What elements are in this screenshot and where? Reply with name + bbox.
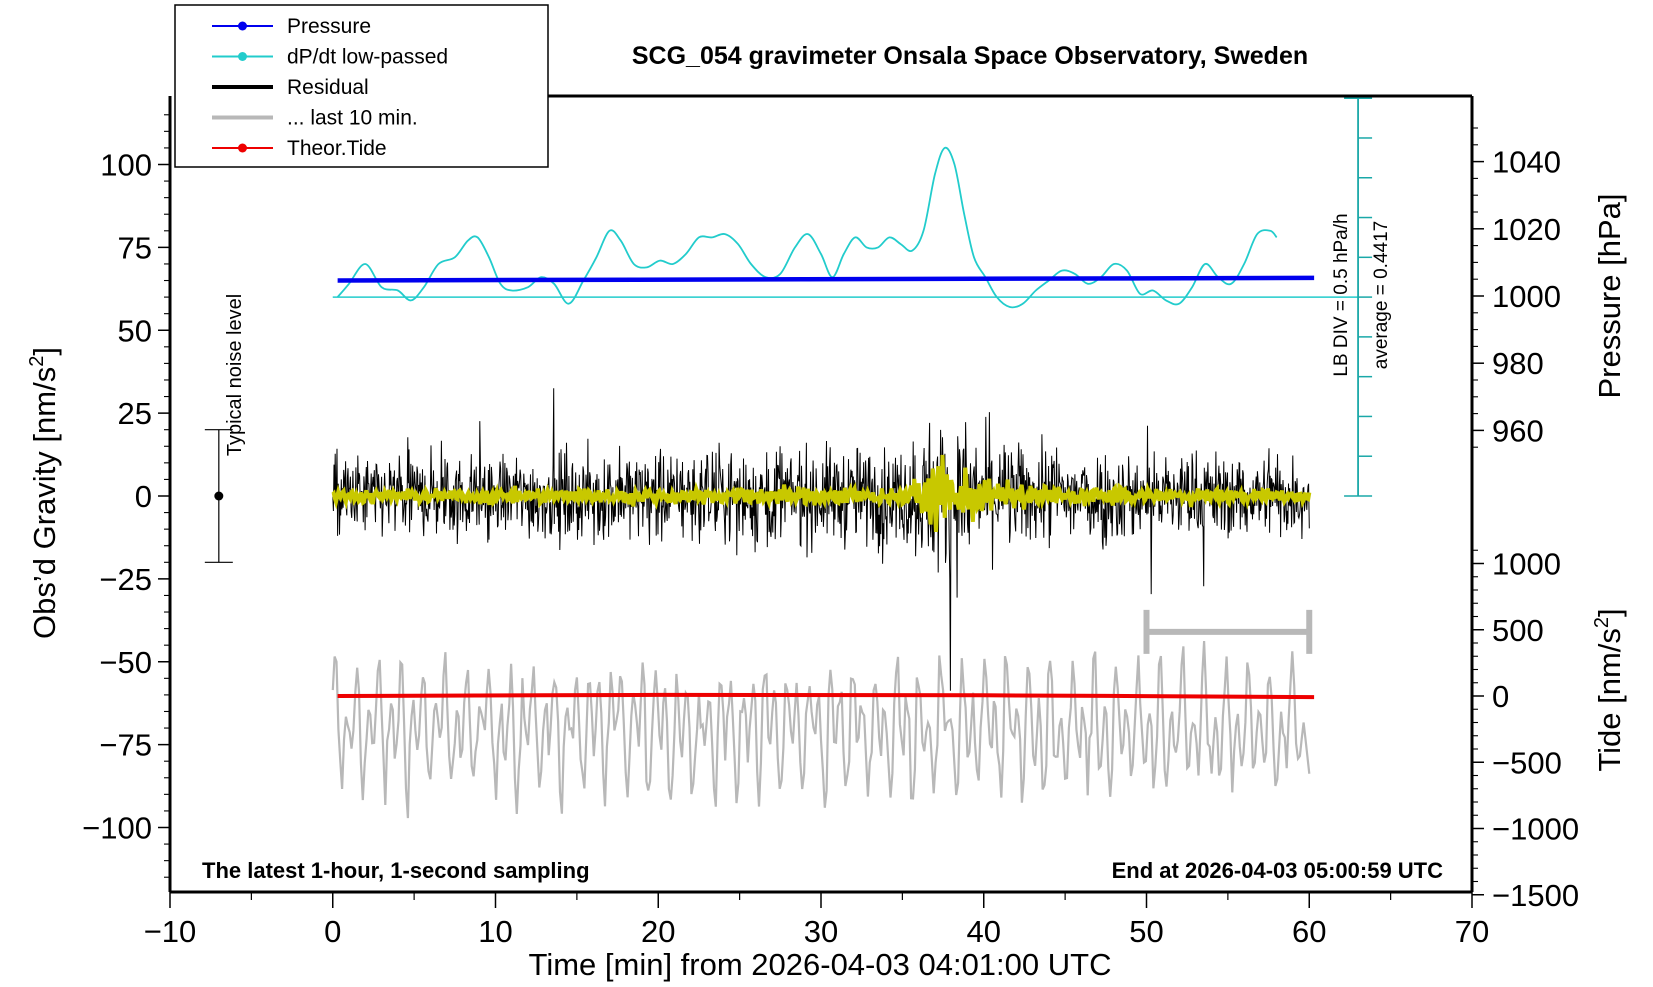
series-pressure [337, 275, 1315, 283]
legend-entry-label: Theor.Tide [287, 137, 387, 160]
pressure-tick-label: 1020 [1492, 212, 1561, 247]
y-axis-label-pressure: Pressure [hPa] [1592, 193, 1627, 398]
tide-tick-label: 0 [1492, 679, 1509, 714]
tide-label-end: ] [1592, 608, 1627, 617]
y-axis-label-end: ] [27, 347, 62, 356]
legend-entry-label: dP/dt low-passed [287, 46, 448, 69]
y-tick-label: 50 [118, 313, 152, 348]
x-tick-label: 40 [967, 914, 1001, 949]
y-tick-label: −50 [99, 645, 152, 680]
x-axis-label: Time [min] from 2026-04-03 04:01:00 UTC [529, 947, 1112, 982]
y-tick-label: −75 [99, 728, 152, 763]
y-tick-label: −25 [99, 562, 152, 597]
legend-swatch-marker [238, 143, 247, 153]
tide-tick-label: −1000 [1492, 812, 1579, 847]
ticks-layer: −10 0 10 20 30 40 50 60 701007550250−25−50−75−10… [82, 114, 1579, 949]
pressure-tick-label: 960 [1492, 413, 1544, 448]
x-tick-label: 60 [1292, 914, 1326, 949]
tide-tick-label: 1000 [1492, 547, 1561, 582]
noise-bar-center-dot [214, 491, 224, 501]
x-tick-label: 50 [1129, 914, 1163, 949]
average-label: average = 0.4417 [1371, 221, 1392, 369]
chart-title: SCG_054 gravimeter Onsala Space Observat… [632, 42, 1308, 70]
y-axis-label-superscript: 2 [26, 356, 48, 367]
lb-div-label: LB DIV = 0.5 hPa/h [1331, 213, 1352, 376]
series-residual [332, 388, 1310, 691]
legend-entry-label: Residual [287, 76, 369, 99]
legend-swatch-marker [238, 21, 247, 31]
x-tick-label: 10 [478, 914, 512, 949]
pressure-tick-label: 980 [1492, 346, 1544, 381]
y-axis-label-text: Obs’d Gravity [nm/s [27, 367, 62, 639]
y-tick-label: −100 [82, 811, 152, 846]
tide-tick-label: −1500 [1492, 878, 1579, 913]
y-tick-label: 0 [135, 479, 152, 514]
tide-label-text: Tide [nm/s [1592, 628, 1627, 772]
series-residual-low-passed [331, 454, 1312, 532]
y-axis-label-tide: Tide [nm/s2] [1591, 608, 1627, 771]
legend-entry-label: Pressure [287, 15, 371, 38]
bottom-right-note: End at 2026-04-03 05:00:59 UTC [1112, 858, 1443, 883]
tide-tick-label: −500 [1492, 745, 1562, 780]
pressure-tick-label: 1000 [1492, 279, 1561, 314]
y-axis-label-gravity: Obs’d Gravity [nm/s2] [26, 347, 62, 639]
x-tick-label: 0 [324, 914, 341, 949]
y-tick-label: 75 [118, 230, 152, 265]
legend: Pressure dP/dt low-passed Residual ... last… [174, 4, 549, 168]
series-theor-tide [337, 692, 1315, 700]
x-tick-label: 20 [641, 914, 675, 949]
traces-layer [204, 97, 1373, 819]
tide-tick-label: 500 [1492, 613, 1544, 648]
series-last-10-min [331, 640, 1311, 819]
legend-swatch-marker [238, 52, 247, 61]
x-tick-label: −10 [144, 914, 197, 949]
pressure-tick-label: 1040 [1492, 145, 1561, 180]
bottom-left-note: The latest 1-hour, 1-second sampling [202, 858, 590, 883]
tide-label-superscript: 2 [1591, 617, 1613, 628]
y-tick-label: 25 [118, 396, 152, 431]
x-tick-label: 70 [1455, 914, 1489, 949]
y-tick-label: 100 [100, 148, 152, 183]
noise-level-label: Typical noise level [224, 294, 246, 456]
legend-entries: Pressure dP/dt low-passed Residual ... last… [212, 15, 448, 160]
x-tick-label: 30 [804, 914, 838, 949]
legend-entry-label: ... last 10 min. [287, 107, 418, 130]
